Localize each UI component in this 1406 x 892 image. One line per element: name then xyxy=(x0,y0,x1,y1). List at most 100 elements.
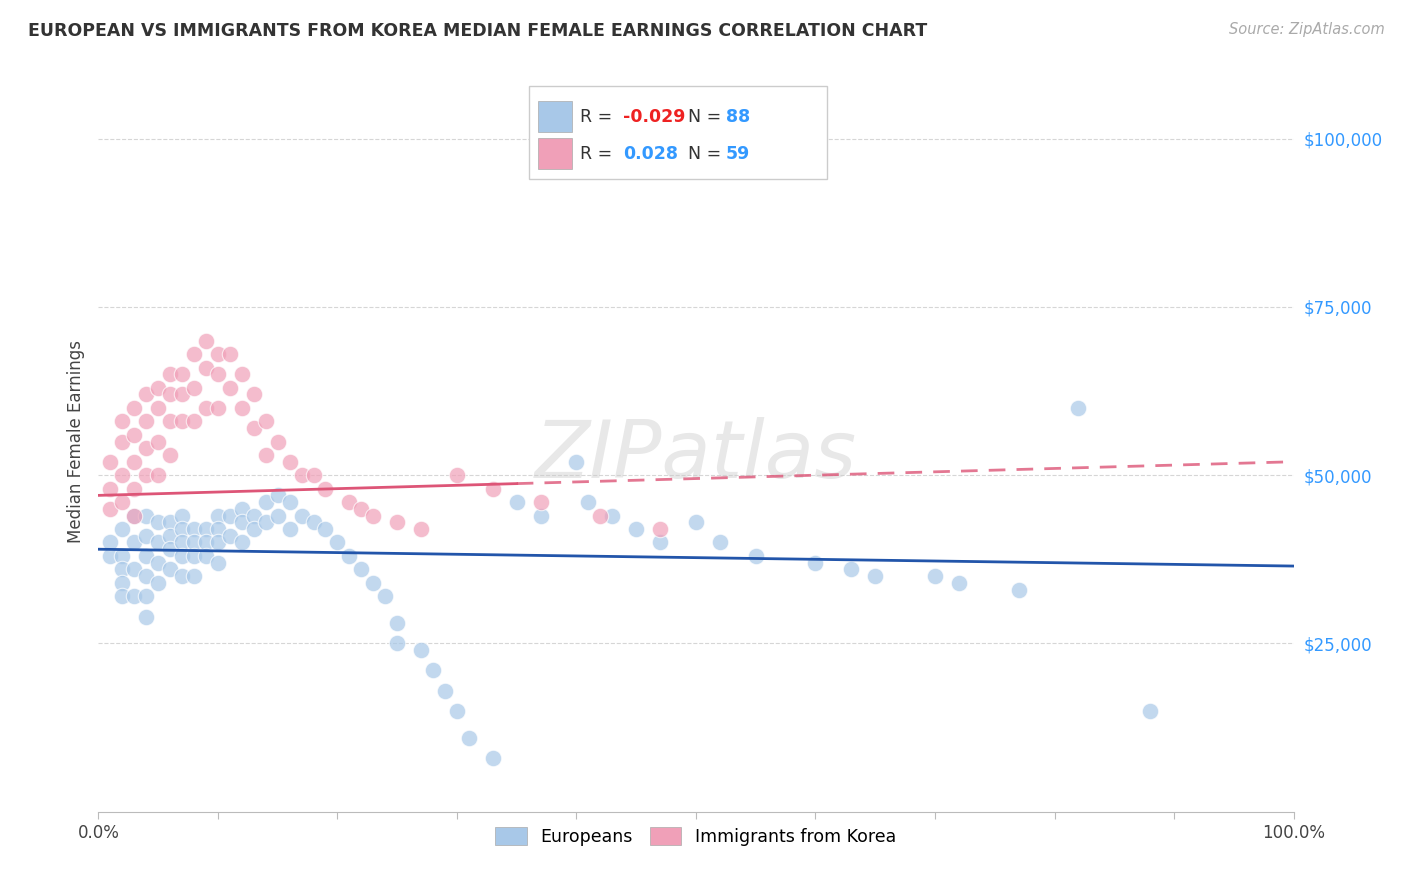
Point xyxy=(111,495,134,509)
Point xyxy=(458,731,481,745)
Text: ZIP​atlas: ZIP​atlas xyxy=(534,417,858,495)
Text: -0.029: -0.029 xyxy=(623,108,686,126)
Point xyxy=(302,468,325,483)
Point xyxy=(446,468,468,483)
Point xyxy=(254,495,277,509)
Point xyxy=(278,455,301,469)
Point xyxy=(350,562,373,576)
Bar xyxy=(538,101,572,132)
Point xyxy=(124,535,146,549)
Point xyxy=(207,508,229,523)
Point xyxy=(865,569,887,583)
Point xyxy=(207,368,229,382)
Point xyxy=(231,501,253,516)
Point xyxy=(159,448,181,462)
Point xyxy=(278,495,301,509)
Point xyxy=(148,516,170,530)
Point xyxy=(506,495,529,509)
Point xyxy=(302,516,325,530)
Point xyxy=(243,421,266,435)
Point xyxy=(254,516,277,530)
Point xyxy=(183,535,205,549)
Point xyxy=(135,549,157,563)
Point xyxy=(219,381,242,395)
Point xyxy=(183,569,205,583)
Point xyxy=(363,575,385,590)
Text: 0.028: 0.028 xyxy=(623,145,678,162)
Point xyxy=(231,535,253,549)
Text: EUROPEAN VS IMMIGRANTS FROM KOREA MEDIAN FEMALE EARNINGS CORRELATION CHART: EUROPEAN VS IMMIGRANTS FROM KOREA MEDIAN… xyxy=(28,22,928,40)
Text: N =: N = xyxy=(688,145,727,162)
Point xyxy=(183,549,205,563)
Point xyxy=(804,556,827,570)
Point xyxy=(219,529,242,543)
Point xyxy=(948,575,970,590)
Point xyxy=(148,575,170,590)
Text: Source: ZipAtlas.com: Source: ZipAtlas.com xyxy=(1229,22,1385,37)
Point xyxy=(291,468,314,483)
Point xyxy=(709,535,731,549)
Point xyxy=(124,508,146,523)
Point xyxy=(135,569,157,583)
Point xyxy=(111,590,134,604)
Text: 88: 88 xyxy=(725,108,749,126)
Point xyxy=(648,522,672,536)
Point xyxy=(124,562,146,576)
Bar xyxy=(538,138,572,169)
Y-axis label: Median Female Earnings: Median Female Earnings xyxy=(66,340,84,543)
Point xyxy=(685,516,707,530)
Point xyxy=(565,455,588,469)
Point xyxy=(339,495,361,509)
Point xyxy=(183,522,205,536)
Point xyxy=(385,636,409,650)
Point xyxy=(135,468,157,483)
FancyBboxPatch shape xyxy=(529,87,827,178)
Point xyxy=(1067,401,1090,415)
Point xyxy=(124,482,146,496)
Point xyxy=(578,495,600,509)
Point xyxy=(172,508,194,523)
Point xyxy=(183,414,205,428)
Point xyxy=(339,549,361,563)
Point xyxy=(98,482,122,496)
Point xyxy=(254,414,277,428)
Text: R =: R = xyxy=(581,108,617,126)
Point xyxy=(530,495,553,509)
Point xyxy=(159,387,181,401)
Point xyxy=(135,442,157,456)
Point xyxy=(135,508,157,523)
Point xyxy=(148,381,170,395)
Point xyxy=(411,522,433,536)
Point xyxy=(111,414,134,428)
Legend: Europeans, Immigrants from Korea: Europeans, Immigrants from Korea xyxy=(486,819,905,855)
Point xyxy=(172,414,194,428)
Point xyxy=(159,562,181,576)
Point xyxy=(315,482,337,496)
Point xyxy=(148,468,170,483)
Point xyxy=(172,387,194,401)
Point xyxy=(243,522,266,536)
Point xyxy=(135,609,157,624)
Point xyxy=(207,556,229,570)
Point xyxy=(159,516,181,530)
Point xyxy=(124,455,146,469)
Point xyxy=(98,535,122,549)
Point xyxy=(254,448,277,462)
Point xyxy=(1008,582,1031,597)
Point xyxy=(159,414,181,428)
Point xyxy=(111,434,134,449)
Point xyxy=(98,455,122,469)
Point xyxy=(278,522,301,536)
Point xyxy=(602,508,624,523)
Point xyxy=(648,535,672,549)
Point xyxy=(172,569,194,583)
Point xyxy=(231,401,253,415)
Point xyxy=(183,381,205,395)
Point xyxy=(195,549,218,563)
Point xyxy=(243,387,266,401)
Point xyxy=(267,508,290,523)
Point xyxy=(231,368,253,382)
Point xyxy=(195,360,218,375)
Point xyxy=(172,368,194,382)
Point xyxy=(195,401,218,415)
